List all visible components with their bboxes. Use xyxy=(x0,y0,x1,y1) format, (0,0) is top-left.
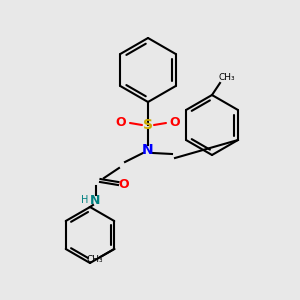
Text: O: O xyxy=(119,178,129,191)
Text: H: H xyxy=(81,195,89,205)
Text: O: O xyxy=(116,116,126,130)
Text: CH₃: CH₃ xyxy=(219,74,235,82)
Text: O: O xyxy=(170,116,180,130)
Text: S: S xyxy=(143,118,153,132)
Text: CH₃: CH₃ xyxy=(87,256,104,265)
Text: N: N xyxy=(90,194,100,206)
Text: N: N xyxy=(142,143,154,157)
